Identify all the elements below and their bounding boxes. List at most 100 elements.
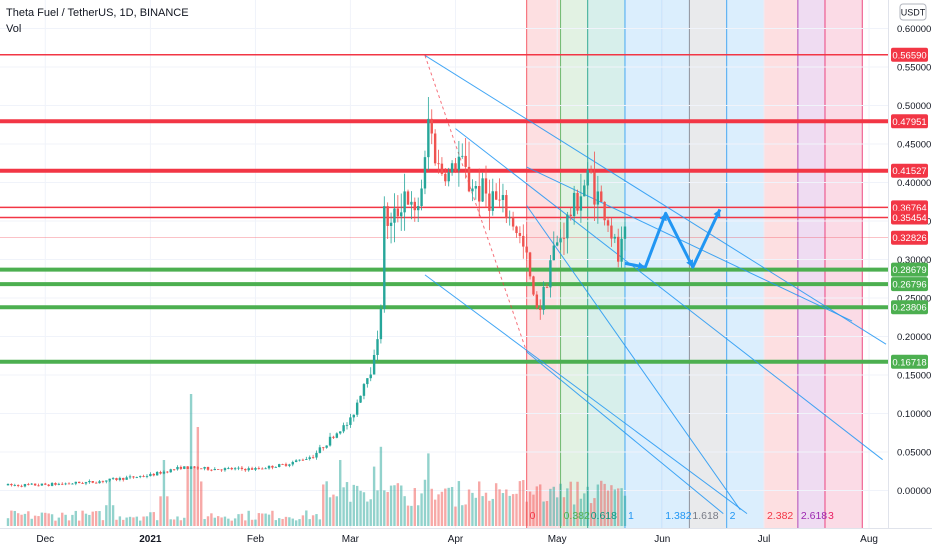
candle-body-156 <box>535 294 539 308</box>
volume-bar-119 <box>410 505 413 526</box>
volume-bar-106 <box>366 501 369 526</box>
candle-body-93 <box>322 447 325 449</box>
candle-body-181 <box>620 238 623 262</box>
candle-body-34 <box>122 477 125 480</box>
candle-body-150 <box>515 226 518 234</box>
candle-body-113 <box>389 222 393 226</box>
volume-bar-116 <box>400 485 403 526</box>
volume-bar-134 <box>461 505 464 526</box>
fib-zone-label-0: 0 <box>530 510 536 522</box>
volume-bar-95 <box>328 497 332 526</box>
volume-bar-21 <box>77 520 81 526</box>
candle-body-66 <box>230 468 233 470</box>
candle-body-67 <box>233 468 237 470</box>
volume-bar-90 <box>311 515 315 526</box>
candle-body-176 <box>603 201 606 221</box>
candle-body-72 <box>250 468 254 470</box>
candle-body-76 <box>264 468 267 470</box>
candle-body-52 <box>183 466 186 469</box>
diagonal-dashed-line <box>424 55 528 353</box>
fib-zone-2 <box>587 0 625 528</box>
candle-body-105 <box>362 384 366 396</box>
volume-bar-5 <box>23 513 27 526</box>
volume-bar-98 <box>339 460 342 526</box>
y-tick-label-10: 0.50000 <box>897 101 931 112</box>
volume-bar-63 <box>220 517 223 526</box>
volume-bar-3 <box>16 513 20 526</box>
volume-bar-20 <box>74 510 77 526</box>
candle-body-89 <box>308 457 311 460</box>
volume-bar-59 <box>206 516 210 526</box>
candle-body-47 <box>166 471 169 473</box>
candle-body-162 <box>555 242 559 246</box>
candle-body-8 <box>33 483 37 486</box>
x-tick-label-6: Jun <box>654 534 670 545</box>
candle-body-18 <box>67 483 71 485</box>
candle-body-82 <box>284 464 288 466</box>
volume-bar-123 <box>423 479 427 526</box>
volume-bar-14 <box>54 520 57 526</box>
fib-zone-labels: 0 0.382 0.618 1 1.382 1.618 2 2.382 2.618 3 <box>530 510 834 522</box>
candle-body-166 <box>569 214 572 217</box>
grid-lines <box>0 0 888 528</box>
volume-bar-93 <box>322 484 325 526</box>
volume-bar-50 <box>176 516 179 526</box>
volume-bar-125 <box>430 488 433 526</box>
candle-body-134 <box>461 155 464 157</box>
volume-bar-169 <box>579 498 583 526</box>
volume-bar-124 <box>427 453 430 526</box>
volume-bar-144 <box>494 483 498 526</box>
level-label-bg-7 <box>891 300 928 315</box>
volume-bar-162 <box>555 497 559 526</box>
y-tick-label-1: 0.05000 <box>897 448 931 459</box>
volume-bar-128 <box>440 491 444 526</box>
x-tick-label-0: Dec <box>36 534 54 545</box>
fib-zone-label-8: 2.618 <box>801 510 827 522</box>
candle-body-171 <box>586 170 589 186</box>
candle-body-69 <box>240 467 244 469</box>
volume-bar-139 <box>478 481 481 526</box>
volume-bar-36 <box>128 516 132 526</box>
candle-body-146 <box>501 195 505 201</box>
volume-bar-58 <box>203 519 206 526</box>
volume-bar-100 <box>345 482 349 526</box>
volume-bar-49 <box>172 519 176 526</box>
fib-zone-8 <box>797 0 825 528</box>
candle-body-94 <box>325 445 328 448</box>
volume-bar-75 <box>261 513 264 526</box>
candle-body-37 <box>132 476 135 478</box>
time-axis: Dec 2021 Feb Mar Apr May Jun Jul Aug <box>0 528 932 550</box>
candle-body-126 <box>433 133 437 164</box>
candle-body-120 <box>413 201 416 211</box>
volume-bar-83 <box>288 517 291 526</box>
candle-body-60 <box>210 469 213 471</box>
volume-bar-157 <box>539 484 542 526</box>
x-tick-label-5: May <box>548 534 567 545</box>
volume-bar-66 <box>230 520 233 526</box>
currency-badge[interactable]: USDT <box>899 3 927 21</box>
candle-body-104 <box>359 395 362 403</box>
volume-bar-145 <box>498 489 501 526</box>
volume-bar-10 <box>40 512 44 526</box>
candle-body-168 <box>576 192 579 211</box>
x-tick-label-8: Aug <box>860 534 878 545</box>
candle-body-101 <box>349 417 352 425</box>
candle-body-127 <box>437 163 440 165</box>
volume-bar-136 <box>467 489 471 526</box>
volume-bar-74 <box>257 513 261 526</box>
volume-bar-158 <box>542 501 545 526</box>
volume-bars <box>6 394 627 526</box>
candle-body-140 <box>481 178 484 202</box>
level-label-1: 0.47951 <box>892 117 926 128</box>
volume-bar-120 <box>413 488 416 526</box>
candle-body-4 <box>20 485 23 487</box>
candle-body-91 <box>315 452 318 458</box>
candle-body-97 <box>335 433 339 438</box>
volume-bar-69 <box>240 513 244 526</box>
volume-bar-114 <box>393 485 396 526</box>
volume-bar-94 <box>325 481 328 526</box>
volume-bar-38 <box>135 516 139 526</box>
candle-body-24 <box>88 481 91 483</box>
volume-bar-64 <box>223 516 227 526</box>
